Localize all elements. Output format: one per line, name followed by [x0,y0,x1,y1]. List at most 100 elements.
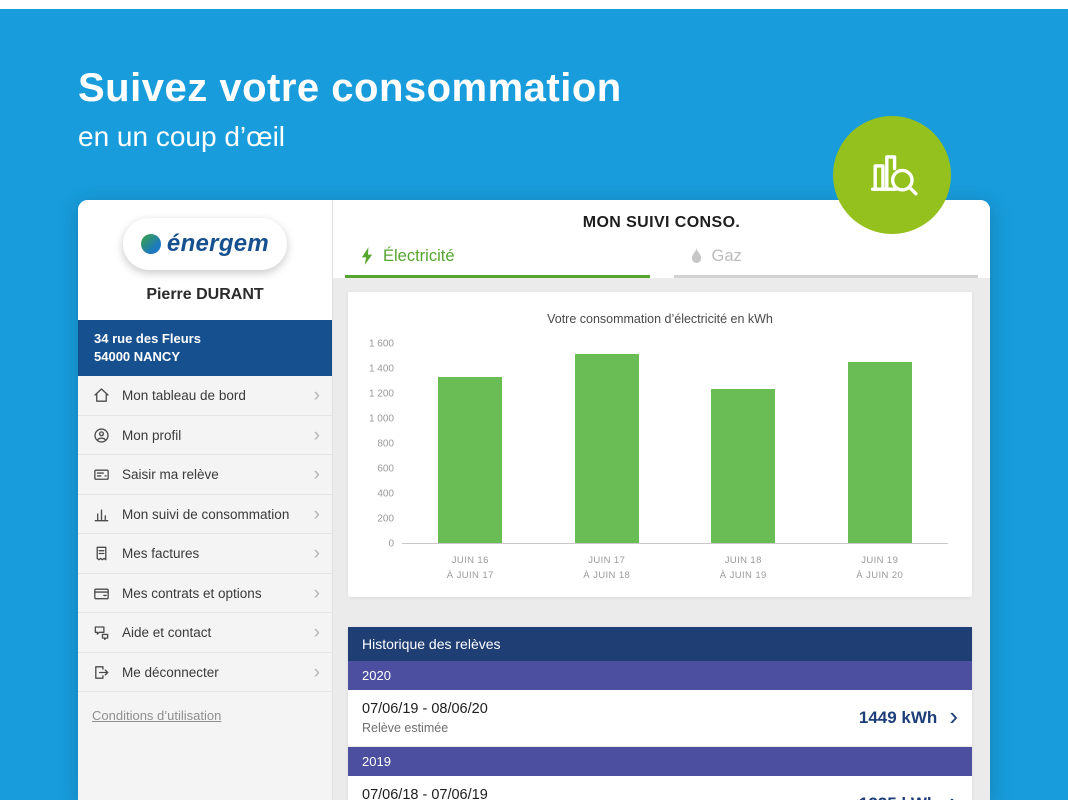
sidebar-item-tableau-de-bord[interactable]: Mon tableau de bord › [78,376,332,416]
energem-logo-icon [140,234,161,254]
chevron-right-icon: › [313,543,320,565]
chevron-right-icon: › [313,424,320,446]
hero: Suivez votre consommation en un coup d’œ… [78,66,622,153]
chart-bar-column [402,377,539,543]
chevron-right-icon: › [313,622,320,644]
meter-icon [94,469,109,481]
user-address: 34 rue des Fleurs 54000 NANCY [78,320,332,377]
y-axis-tick: 1 600 [368,338,394,350]
tab-label: Gaz [711,247,742,265]
main-panel: MON SUIVI CONSO. Électricité Gaz Votre c… [333,200,990,800]
history-row[interactable]: 07/06/18 - 07/06/19 Relève estimée 1225 … [348,776,972,800]
y-axis-tick: 1 400 [368,363,394,375]
chat-icon [94,626,109,641]
sidebar-item-contrats-options[interactable]: Mes contrats et options › [78,573,332,614]
home-icon [94,388,109,402]
chart-bar-column [812,362,949,543]
main-header: MON SUIVI CONSO. Électricité Gaz [333,200,990,278]
reading-value: 1225 kWh [859,794,937,800]
sidebar-item-label: Me déconnecter [122,664,219,680]
reading-type: Relève estimée [362,721,449,736]
year-band-2020: 2020 [348,661,972,691]
bars-area [402,344,948,544]
reading-value: 1449 kWh [858,708,938,728]
sidebar-item-mes-factures[interactable]: Mes factures › [78,534,332,574]
sidebar-item-label: Aide et contact [122,625,212,641]
history-row[interactable]: 07/06/19 - 08/06/20 Relève estimée 1449 … [348,690,972,748]
hero-title: Suivez votre consommation [78,66,622,110]
main-content: Votre consommation d’électricité en kWh … [333,278,990,800]
y-axis-tick: 800 [377,438,394,450]
hero-subtitle: en un coup d’œil [78,121,286,152]
chevron-right-icon: › [313,661,320,683]
chart-bar [847,362,912,543]
chart-plot: 1 600 1 400 1 200 1 000 800 600 400 200 0 JUIN 1… [358,339,948,583]
y-axis-tick: 600 [377,463,394,475]
flame-icon [691,248,701,263]
chevron-right-icon: › [313,464,320,486]
energem-logo: énergem [123,218,287,270]
y-axis-tick: 1 000 [368,413,394,425]
x-axis-label: JUIN 17 À JUIN 18 [583,555,631,581]
chart-bar-column [675,389,812,543]
history-header: Historique des relèves [348,627,972,662]
sidebar: énergem Pierre DURANT 34 rue des Fleurs … [78,200,333,800]
x-axis: JUIN 16 À JUIN 17 JUIN 17 À JUIN 18 JUIN 18 À… [402,554,948,583]
chart-bar-column [539,354,676,543]
sidebar-menu: Mon tableau de bord › Mon profil › Saisi… [78,376,332,693]
sidebar-item-label: Mon profil [122,427,182,443]
y-axis-tick: 0 [388,538,394,550]
x-axis-label: JUIN 18 À JUIN 19 [719,555,767,581]
chart-magnifier-badge [833,116,951,234]
sidebar-item-label: Mes contrats et options [122,585,262,601]
y-axis: 1 600 1 400 1 200 1 000 800 600 400 200 0 [358,339,402,550]
plot-area: JUIN 16 À JUIN 17 JUIN 17 À JUIN 18 JUIN 18 À… [402,344,948,583]
reading-period: 07/06/18 - 07/06/19 [362,787,488,800]
user-name: Pierre DURANT [146,286,264,303]
history-row-right: 1449 kWh › [858,701,958,732]
sidebar-top: énergem Pierre DURANT [78,200,332,320]
history-row-left: 07/06/18 - 07/06/19 Relève estimée [362,787,488,800]
chart-title: Votre consommation d’électricité en kWh [547,312,773,326]
chart-bar [711,389,776,543]
sidebar-item-label: Mon tableau de bord [122,388,246,404]
sidebar-item-deconnecter[interactable]: Me déconnecter › [78,652,332,693]
sidebar-item-mon-profil[interactable]: Mon profil › [78,415,332,456]
chevron-right-icon: › [313,385,320,407]
sidebar-item-label: Mes factures [122,546,200,562]
history-section: Historique des relèves 2020 07/06/19 - 0… [348,627,972,800]
lightning-icon [361,247,373,265]
bar-chart-icon [94,509,109,521]
chevron-right-icon: › [313,582,320,604]
x-axis-label: JUIN 19 À JUIN 20 [856,555,904,581]
sidebar-item-label: Mon suivi de consommation [122,506,290,522]
address-line2: 54000 NANCY [94,349,180,365]
bar-chart-magnifier-icon [870,155,918,196]
sidebar-item-suivi-consommation[interactable]: Mon suivi de consommation › [78,494,332,535]
tab-bar: Électricité Gaz [333,242,990,278]
invoice-icon [96,546,107,561]
energem-logo-text: énergem [166,230,270,257]
address-line1: 34 rue des Fleurs [94,331,201,346]
chart-bar [574,354,639,543]
sidebar-item-saisir-releve[interactable]: Saisir ma relève › [78,455,332,495]
sidebar-item-label: Saisir ma relève [122,467,219,483]
reading-period: 07/06/19 - 08/06/20 [362,701,488,718]
top-strip [0,0,1068,9]
contract-icon [94,588,109,600]
app-window: énergem Pierre DURANT 34 rue des Fleurs … [78,200,990,800]
y-axis-tick: 200 [377,513,394,525]
page-title: MON SUIVI CONSO. [582,214,741,231]
tab-gaz[interactable]: Gaz [673,242,978,278]
y-axis-tick: 1 200 [368,388,394,400]
sidebar-item-aide-contact[interactable]: Aide et contact › [78,613,332,653]
tab-electricite[interactable]: Électricité [345,242,650,278]
year-band-2019: 2019 [348,747,972,777]
conditions-link[interactable]: Conditions d’utilisation [92,708,222,724]
x-axis-label: JUIN 16 À JUIN 17 [446,555,494,581]
logout-icon [95,665,109,679]
profile-icon [94,427,109,443]
chart-bar [438,377,503,543]
history-row-left: 07/06/19 - 08/06/20 Relève estimée [362,701,488,735]
y-axis-tick: 400 [377,488,394,500]
